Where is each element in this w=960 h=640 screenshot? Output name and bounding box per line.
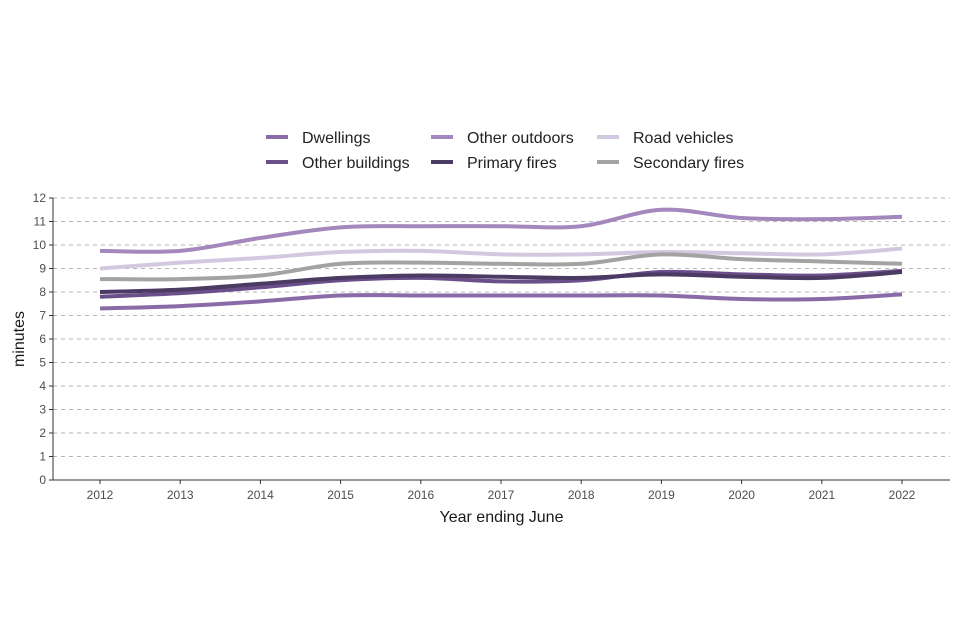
- y-tick-label: 12: [33, 191, 47, 205]
- legend-item-other-outdoors: Other outdoors: [431, 130, 574, 147]
- legend-label: Dwellings: [302, 130, 370, 147]
- y-tick-label: 0: [39, 473, 46, 487]
- gridlines: [53, 197, 950, 457]
- legend-label: Road vehicles: [633, 130, 734, 147]
- legend-item-dwellings: Dwellings: [266, 130, 370, 147]
- x-tick-label: 2014: [247, 488, 274, 502]
- x-tick-label: 2017: [488, 488, 515, 502]
- x-tick-label: 2021: [808, 488, 835, 502]
- y-tick-label: 4: [39, 379, 46, 393]
- y-tick-label: 8: [39, 285, 46, 299]
- legend-item-other-buildings: Other buildings: [266, 155, 410, 172]
- x-axis-title: Year ending June: [440, 509, 564, 526]
- legend-item-primary-fires: Primary fires: [431, 155, 557, 172]
- y-tick-label: 3: [39, 403, 46, 417]
- legend-label: Primary fires: [467, 155, 557, 172]
- x-tick-label: 2013: [167, 488, 194, 502]
- y-tick-label: 5: [39, 356, 46, 370]
- legend-label: Other outdoors: [467, 130, 574, 147]
- legend-item-road-vehicles: Road vehicles: [597, 130, 734, 147]
- y-tick-label: 9: [39, 262, 46, 276]
- y-tick-label: 10: [33, 238, 47, 252]
- y-tick-label: 6: [39, 332, 46, 346]
- series-line-other-outdoors: [99, 207, 903, 254]
- y-tick-label: 2: [39, 426, 46, 440]
- legend-label: Secondary fires: [633, 155, 744, 172]
- series-line-secondary-fires: [99, 252, 903, 282]
- x-tick-label: 2020: [728, 488, 755, 502]
- series-line-road-vehicles: [99, 246, 903, 271]
- series-lines: [99, 207, 903, 311]
- y-tick-label: 11: [34, 215, 47, 229]
- legend-item-secondary-fires: Secondary fires: [597, 155, 744, 172]
- y-axis-title: minutes: [11, 311, 28, 367]
- series-line-primary-fires: [99, 270, 903, 294]
- y-tick-label: 7: [39, 309, 46, 323]
- x-tick-label: 2019: [648, 488, 675, 502]
- y-tick-label: 1: [39, 450, 46, 464]
- x-tick-label: 2022: [889, 488, 916, 502]
- x-tick-label: 2015: [327, 488, 354, 502]
- legend: Dwellings Other buildings Other outdoors Pr…: [266, 130, 744, 172]
- x-tick-label: 2016: [407, 488, 434, 502]
- x-tick-label: 2018: [568, 488, 595, 502]
- series-line-dwellings: [99, 292, 903, 311]
- series-line-other-buildings: [99, 268, 903, 299]
- legend-label: Other buildings: [302, 155, 410, 172]
- x-tick-label: 2012: [87, 488, 114, 502]
